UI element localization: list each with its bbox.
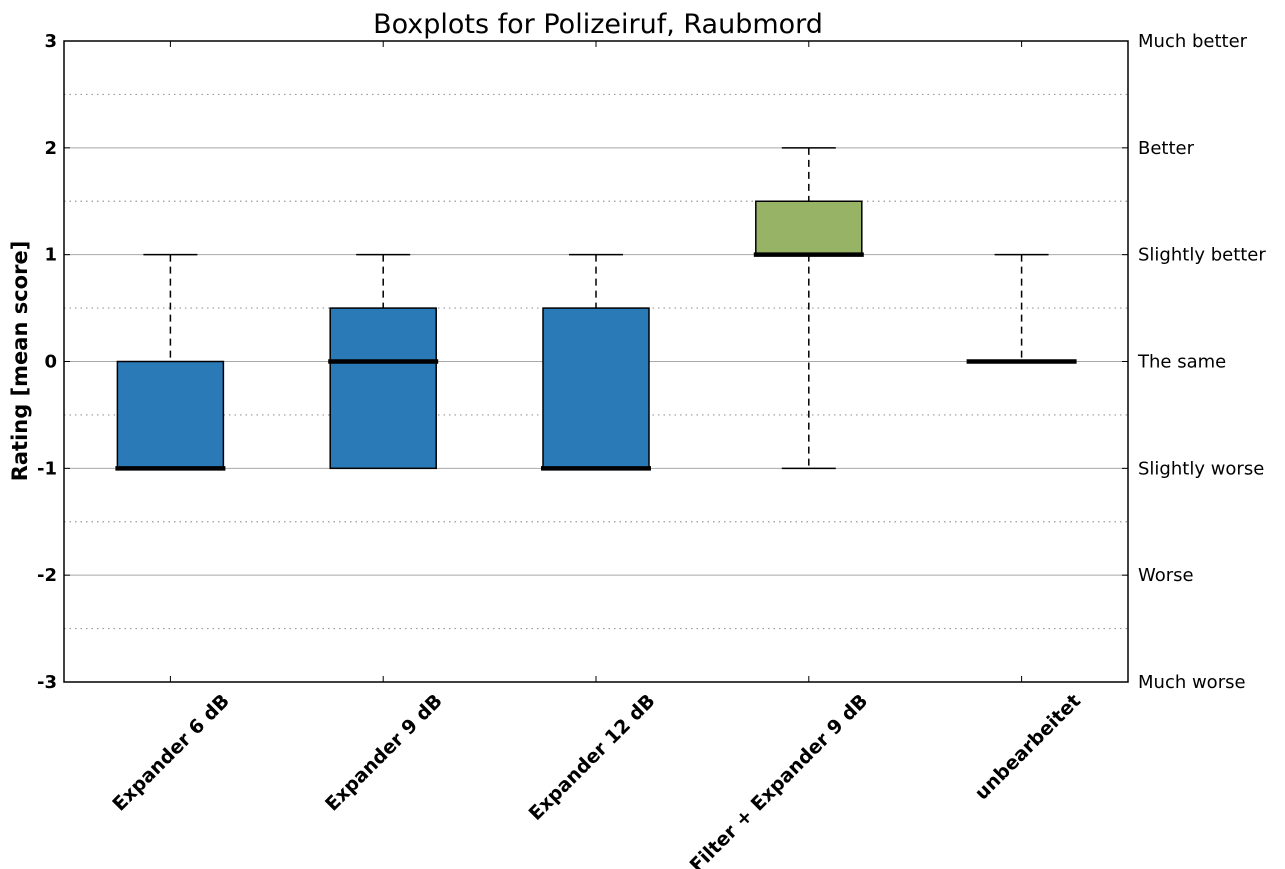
right-axis-label: The same: [1137, 352, 1226, 373]
x-tick-label: Expander 9 dB: [321, 690, 447, 816]
y-tick-labels: -3 -2 -1 0 1 2 3: [37, 31, 1128, 693]
x-tick-label: Filter + Expander 9 dB: [686, 690, 873, 869]
boxes: [115, 147, 1077, 471]
box-group: [328, 253, 439, 470]
box-group: [541, 253, 651, 471]
box-group: [753, 147, 864, 470]
right-axis-label: Slightly worse: [1138, 458, 1264, 479]
box: [755, 200, 863, 256]
right-axis-label: Much worse: [1138, 672, 1246, 693]
right-axis-labels: Much worse Worse Slightly worse The same Sli…: [1137, 31, 1266, 693]
x-tick-label: Expander 6 dB: [108, 690, 234, 816]
right-axis-label: Worse: [1138, 565, 1194, 586]
x-tick-label: unbearbeitet: [971, 690, 1085, 804]
box: [329, 307, 437, 470]
right-axis-label: Slightly better: [1138, 245, 1266, 266]
chart-title: Boxplots for Polizeiruf, Raubmord: [373, 9, 823, 40]
y-tick-label: 1: [44, 245, 57, 266]
y-tick-label: 0: [44, 352, 57, 373]
box-group: [966, 253, 1077, 364]
y-tick-label: -2: [37, 565, 57, 586]
y-tick-label: -1: [37, 458, 57, 479]
y-tick-label: -3: [37, 672, 57, 693]
y-tick-label: 2: [44, 138, 57, 159]
box: [116, 360, 225, 470]
y-tick-label: 3: [44, 31, 57, 52]
right-axis-label: Better: [1138, 138, 1195, 159]
box-group: [115, 253, 226, 471]
box: [542, 307, 650, 470]
right-axis-label: Much better: [1138, 31, 1248, 52]
y-axis-label: Rating [mean score]: [8, 241, 32, 482]
x-tick-label: Expander 12 dB: [525, 690, 660, 825]
